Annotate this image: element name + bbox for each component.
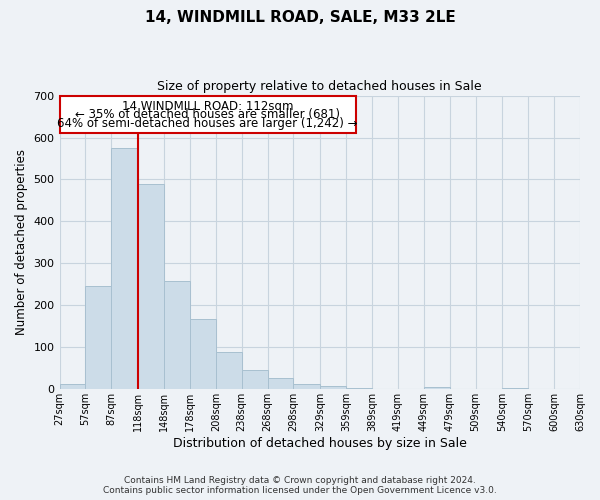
Bar [268, 378, 293, 390]
Bar [424, 387, 449, 390]
FancyBboxPatch shape [59, 96, 356, 134]
Y-axis label: Number of detached properties: Number of detached properties [15, 150, 28, 336]
Text: 14, WINDMILL ROAD, SALE, M33 2LE: 14, WINDMILL ROAD, SALE, M33 2LE [145, 10, 455, 25]
Bar [85, 286, 112, 390]
Bar [190, 319, 216, 390]
Bar [502, 388, 528, 390]
Bar [164, 281, 190, 390]
Bar [216, 352, 242, 390]
Bar [138, 184, 164, 390]
X-axis label: Distribution of detached houses by size in Sale: Distribution of detached houses by size … [173, 437, 467, 450]
Text: 14 WINDMILL ROAD: 112sqm: 14 WINDMILL ROAD: 112sqm [122, 100, 293, 113]
Bar [59, 384, 85, 390]
Text: ← 35% of detached houses are smaller (681): ← 35% of detached houses are smaller (68… [75, 108, 340, 121]
Bar [346, 388, 372, 390]
Text: 64% of semi-detached houses are larger (1,242) →: 64% of semi-detached houses are larger (… [58, 116, 358, 130]
Bar [320, 386, 346, 390]
Bar [293, 384, 320, 390]
Bar [242, 370, 268, 390]
Title: Size of property relative to detached houses in Sale: Size of property relative to detached ho… [157, 80, 482, 93]
Bar [112, 148, 138, 390]
Text: Contains HM Land Registry data © Crown copyright and database right 2024.
Contai: Contains HM Land Registry data © Crown c… [103, 476, 497, 495]
